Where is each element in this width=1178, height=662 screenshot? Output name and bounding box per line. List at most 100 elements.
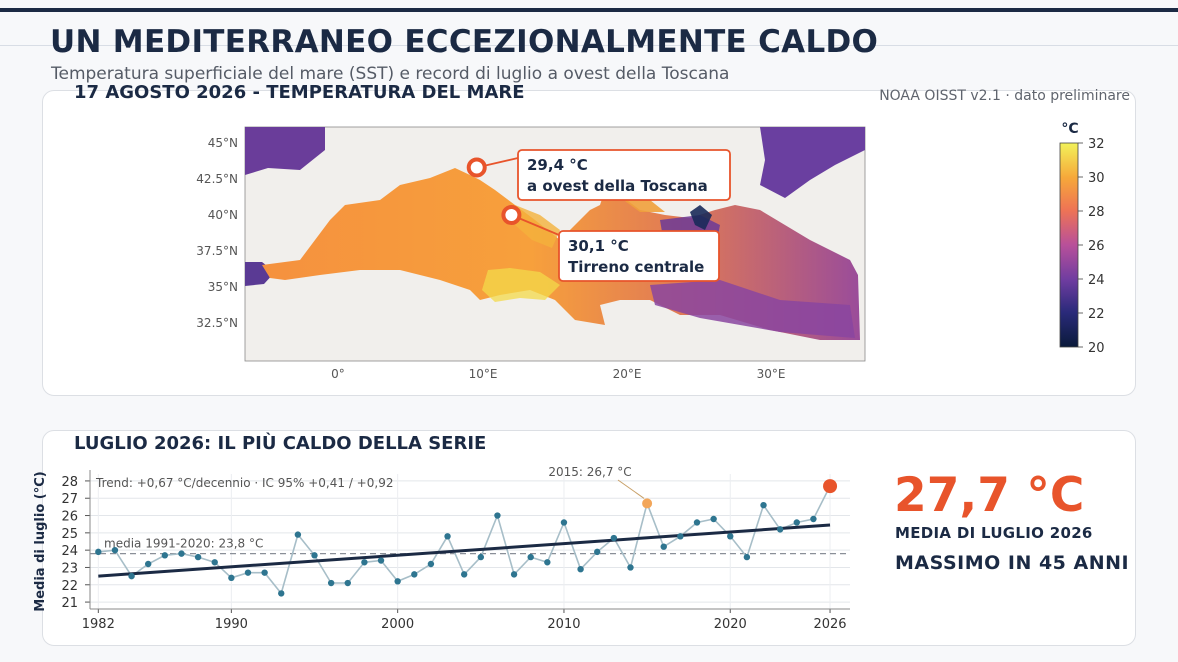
data-point bbox=[161, 552, 169, 559]
y-tick-label: 26 bbox=[61, 510, 78, 525]
callout-marker bbox=[501, 205, 522, 225]
data-point bbox=[660, 543, 667, 550]
mean-note: media 1991-2020: 23,8 °C bbox=[104, 537, 263, 551]
data-point bbox=[477, 553, 485, 561]
data-point bbox=[427, 560, 435, 568]
cool-patch-levantine bbox=[650, 280, 855, 338]
data-point bbox=[743, 553, 751, 561]
page-title: UN MEDITERRANEO ECCEZIONALMENTE CALDO bbox=[50, 24, 879, 60]
data-point bbox=[793, 519, 800, 526]
data-point bbox=[194, 553, 202, 561]
colorbar-tick-label: 22 bbox=[1088, 307, 1105, 322]
big-label: MEDIA DI LUGLIO 2026 bbox=[895, 524, 1093, 542]
data-point bbox=[228, 574, 235, 582]
data-point bbox=[510, 571, 518, 578]
black-sea bbox=[760, 127, 865, 198]
x-tick-label: 2000 bbox=[381, 617, 414, 632]
peak-leader bbox=[617, 479, 645, 499]
lat-tick-label: 42.5°N bbox=[196, 172, 238, 186]
lat-tick-label: 40°N bbox=[208, 208, 238, 222]
data-point bbox=[361, 559, 368, 566]
data-point bbox=[145, 560, 152, 568]
y-axis-label: Media di luglio (°C) bbox=[33, 471, 48, 611]
x-tick-label: 2020 bbox=[714, 617, 747, 632]
peak-note: 2015: 26,7 °C bbox=[548, 465, 631, 479]
colorbar-unit: °C bbox=[1061, 121, 1078, 137]
data-point bbox=[311, 552, 318, 559]
big-value: 27,7 °C bbox=[894, 468, 1085, 523]
y-tick-label: 21 bbox=[61, 596, 78, 611]
data-point bbox=[460, 571, 468, 578]
lat-tick-label: 37.5°N bbox=[196, 244, 238, 258]
data-point bbox=[261, 569, 268, 576]
lat-tick-label: 32.5°N bbox=[196, 316, 238, 330]
callout-label: Tirreno centrale bbox=[568, 258, 704, 276]
header-divider bbox=[0, 45, 1178, 46]
map-panel-title: 17 AGOSTO 2026 - TEMPERATURA DEL MARE bbox=[74, 82, 525, 103]
data-point bbox=[760, 501, 767, 509]
highlight-point-2015 bbox=[642, 498, 653, 509]
highlight-point-2026 bbox=[823, 479, 838, 494]
warm-patch-tunisia bbox=[482, 268, 560, 302]
page-subtitle: Temperatura superficiale del mare (SST) … bbox=[51, 64, 730, 84]
data-point bbox=[128, 572, 135, 580]
data-point bbox=[776, 526, 784, 533]
colorbar-tick-label: 28 bbox=[1088, 205, 1105, 220]
data-point bbox=[411, 571, 418, 578]
y-tick-label: 28 bbox=[61, 475, 78, 490]
data-point bbox=[244, 569, 252, 576]
x-tick-label: 1982 bbox=[82, 617, 115, 632]
data-point bbox=[810, 515, 817, 523]
data-point bbox=[594, 548, 601, 556]
chart-marks: media 1991-2020: 23,8 °C Trend: +0,67 °C/… bbox=[90, 465, 850, 597]
data-point bbox=[394, 578, 401, 585]
atlantic-bay-biscay bbox=[245, 127, 325, 175]
data-point bbox=[693, 519, 701, 526]
chart-axes: 21 22 23 24 25 26 27 28 1982 1990 2000 2010 2020 2026… bbox=[33, 470, 850, 632]
data-point bbox=[327, 579, 335, 587]
data-point bbox=[444, 533, 451, 540]
lon-tick-label: 0° bbox=[331, 367, 345, 381]
data-point bbox=[344, 579, 351, 587]
big-note: MASSIMO IN 45 ANNI bbox=[895, 552, 1130, 574]
x-tick-label: 2010 bbox=[547, 617, 580, 632]
callout: 30,1 °C Tirreno centrale bbox=[501, 205, 720, 282]
data-point bbox=[111, 546, 119, 554]
data-point bbox=[278, 590, 285, 597]
callout-label: a ovest della Toscana bbox=[527, 177, 708, 195]
callout-marker bbox=[466, 157, 487, 178]
y-tick-label: 22 bbox=[61, 579, 78, 594]
data-point bbox=[710, 515, 717, 523]
data-point bbox=[610, 534, 618, 542]
callout: 29,4 °C a ovest della Toscana bbox=[466, 149, 731, 201]
y-tick-label: 25 bbox=[61, 527, 78, 542]
colorbar-tick-label: 24 bbox=[1088, 273, 1105, 288]
callout-box bbox=[517, 149, 731, 201]
top-bar bbox=[0, 8, 1178, 12]
data-point bbox=[178, 550, 185, 557]
data-point bbox=[377, 557, 385, 564]
data-point bbox=[677, 533, 684, 540]
y-tick-label: 27 bbox=[61, 492, 78, 507]
data-point bbox=[494, 512, 501, 519]
x-tick-label: 1990 bbox=[215, 617, 248, 632]
data-point bbox=[211, 559, 218, 566]
data-point bbox=[527, 553, 534, 561]
callout-value: 30,1 °C bbox=[568, 237, 629, 255]
map-callouts: 29,4 °C a ovest della Toscana 30,1 °C Tirre… bbox=[466, 149, 731, 282]
data-point bbox=[95, 548, 102, 556]
colorbar-tick-label: 30 bbox=[1088, 171, 1105, 186]
lon-tick-label: 20°E bbox=[613, 367, 642, 381]
data-source: NOAA OISST v2.1 · dato preliminare bbox=[879, 88, 1130, 104]
colorbar-tick-label: 20 bbox=[1088, 341, 1105, 356]
y-tick-label: 24 bbox=[61, 544, 78, 559]
series-panel bbox=[42, 430, 1136, 646]
lat-tick-label: 35°N bbox=[208, 280, 238, 294]
colorbar-tick-label: 32 bbox=[1088, 137, 1105, 152]
x-tick-label: 2026 bbox=[813, 617, 846, 632]
callout-value: 29,4 °C bbox=[527, 156, 588, 174]
trend-note: Trend: +0,67 °C/decennio · IC 95% +0,41 … bbox=[95, 476, 393, 490]
data-point bbox=[294, 531, 302, 538]
colorbar-tick-label: 26 bbox=[1088, 239, 1105, 254]
